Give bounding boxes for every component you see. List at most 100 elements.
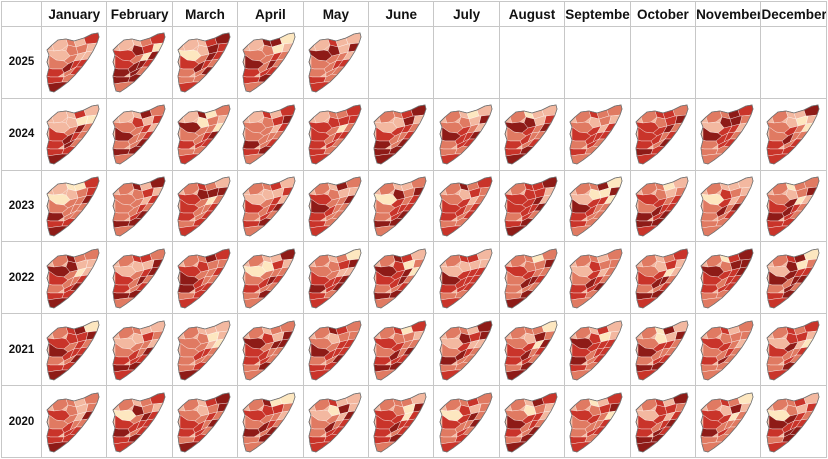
map-cell <box>171 385 239 458</box>
somalia-choropleth-map-icon <box>177 248 231 309</box>
map-region <box>672 320 689 332</box>
map-region <box>411 392 427 404</box>
map-border <box>308 33 362 93</box>
map-border <box>243 248 296 309</box>
map-border <box>177 33 231 93</box>
year-row: 2020 <box>1 385 827 458</box>
map-region <box>214 105 231 117</box>
year-row: 2022 <box>1 241 827 315</box>
map-cell <box>368 97 435 171</box>
somalia-choropleth-map-icon <box>635 320 689 381</box>
year-row: 2025 <box>1 26 827 99</box>
year-label: 2024 <box>1 97 42 171</box>
map-region <box>47 225 69 237</box>
empty-cell <box>498 26 566 99</box>
map-border <box>177 320 231 381</box>
map-cell <box>564 97 631 171</box>
map-region <box>636 154 658 165</box>
map-region <box>767 369 789 380</box>
map-region <box>244 225 265 237</box>
somalia-choropleth-map-icon <box>242 104 296 165</box>
map-border <box>177 392 231 452</box>
map-region <box>244 82 265 93</box>
map-region <box>702 154 723 165</box>
map-border <box>46 392 100 452</box>
map-cell <box>433 169 500 243</box>
map-region <box>440 225 462 237</box>
map-border <box>243 104 296 165</box>
somalia-choropleth-map-icon <box>308 320 362 381</box>
map-border <box>308 392 362 452</box>
year-label: 2020 <box>1 385 42 458</box>
map-region <box>541 105 558 117</box>
somalia-choropleth-map-icon <box>439 104 493 165</box>
map-cell <box>760 241 827 315</box>
map-region <box>636 297 658 309</box>
map-region <box>738 320 754 332</box>
somalia-choropleth-map-icon <box>242 320 296 381</box>
somalia-choropleth-map-icon <box>373 392 427 452</box>
map-region <box>702 297 723 309</box>
map-region <box>280 392 296 404</box>
map-border <box>504 248 558 309</box>
map-region <box>309 225 331 237</box>
map-cell <box>433 241 500 315</box>
somalia-choropleth-map-icon <box>569 104 623 165</box>
month-header-june: June <box>368 1 435 27</box>
map-region <box>113 82 135 93</box>
map-region <box>803 248 819 261</box>
somalia-choropleth-map-icon <box>177 320 231 381</box>
map-region <box>113 154 135 165</box>
month-header-july: July <box>433 1 500 27</box>
map-region <box>476 320 492 332</box>
map-border <box>112 320 165 381</box>
map-region <box>411 105 427 117</box>
map-region <box>607 392 623 404</box>
map-region <box>178 441 200 452</box>
map-region <box>214 320 231 332</box>
somalia-choropleth-map-icon <box>46 176 100 237</box>
somalia-choropleth-map-icon <box>700 320 754 381</box>
somalia-choropleth-map-icon <box>569 248 623 309</box>
map-cell <box>237 385 304 458</box>
map-cell <box>171 97 239 171</box>
somalia-choropleth-map-icon <box>504 176 558 237</box>
map-border <box>570 176 623 237</box>
map-cell <box>498 313 566 387</box>
somalia-choropleth-map-icon <box>504 320 558 381</box>
map-region <box>214 176 231 189</box>
map-border <box>635 104 689 165</box>
somalia-choropleth-map-icon <box>177 176 231 237</box>
map-border <box>373 104 427 165</box>
somalia-choropleth-map-icon <box>504 392 558 452</box>
map-region <box>440 369 462 380</box>
map-border <box>308 248 362 309</box>
somalia-choropleth-map-icon <box>46 32 100 93</box>
map-cell <box>368 385 435 458</box>
map-region <box>214 248 231 261</box>
map-cell <box>302 313 370 387</box>
map-region <box>149 320 165 332</box>
map-border <box>439 392 493 452</box>
map-region <box>83 33 100 45</box>
somalia-choropleth-map-icon <box>242 176 296 237</box>
map-cell <box>564 385 631 458</box>
somalia-choropleth-map-icon <box>177 32 231 93</box>
map-region <box>505 441 527 452</box>
map-border <box>439 320 493 381</box>
map-cell <box>433 97 500 171</box>
map-region <box>738 248 754 261</box>
map-border <box>112 33 165 93</box>
month-header-january: January <box>40 1 108 27</box>
map-region <box>803 105 819 117</box>
map-border <box>766 176 820 237</box>
map-border <box>570 320 623 381</box>
month-header-november: November <box>695 1 762 27</box>
map-cell <box>695 169 762 243</box>
map-cell <box>40 313 108 387</box>
map-region <box>47 441 69 452</box>
map-region <box>607 105 623 117</box>
map-region <box>178 369 200 380</box>
map-region <box>309 297 331 309</box>
month-header-april: April <box>237 1 304 27</box>
